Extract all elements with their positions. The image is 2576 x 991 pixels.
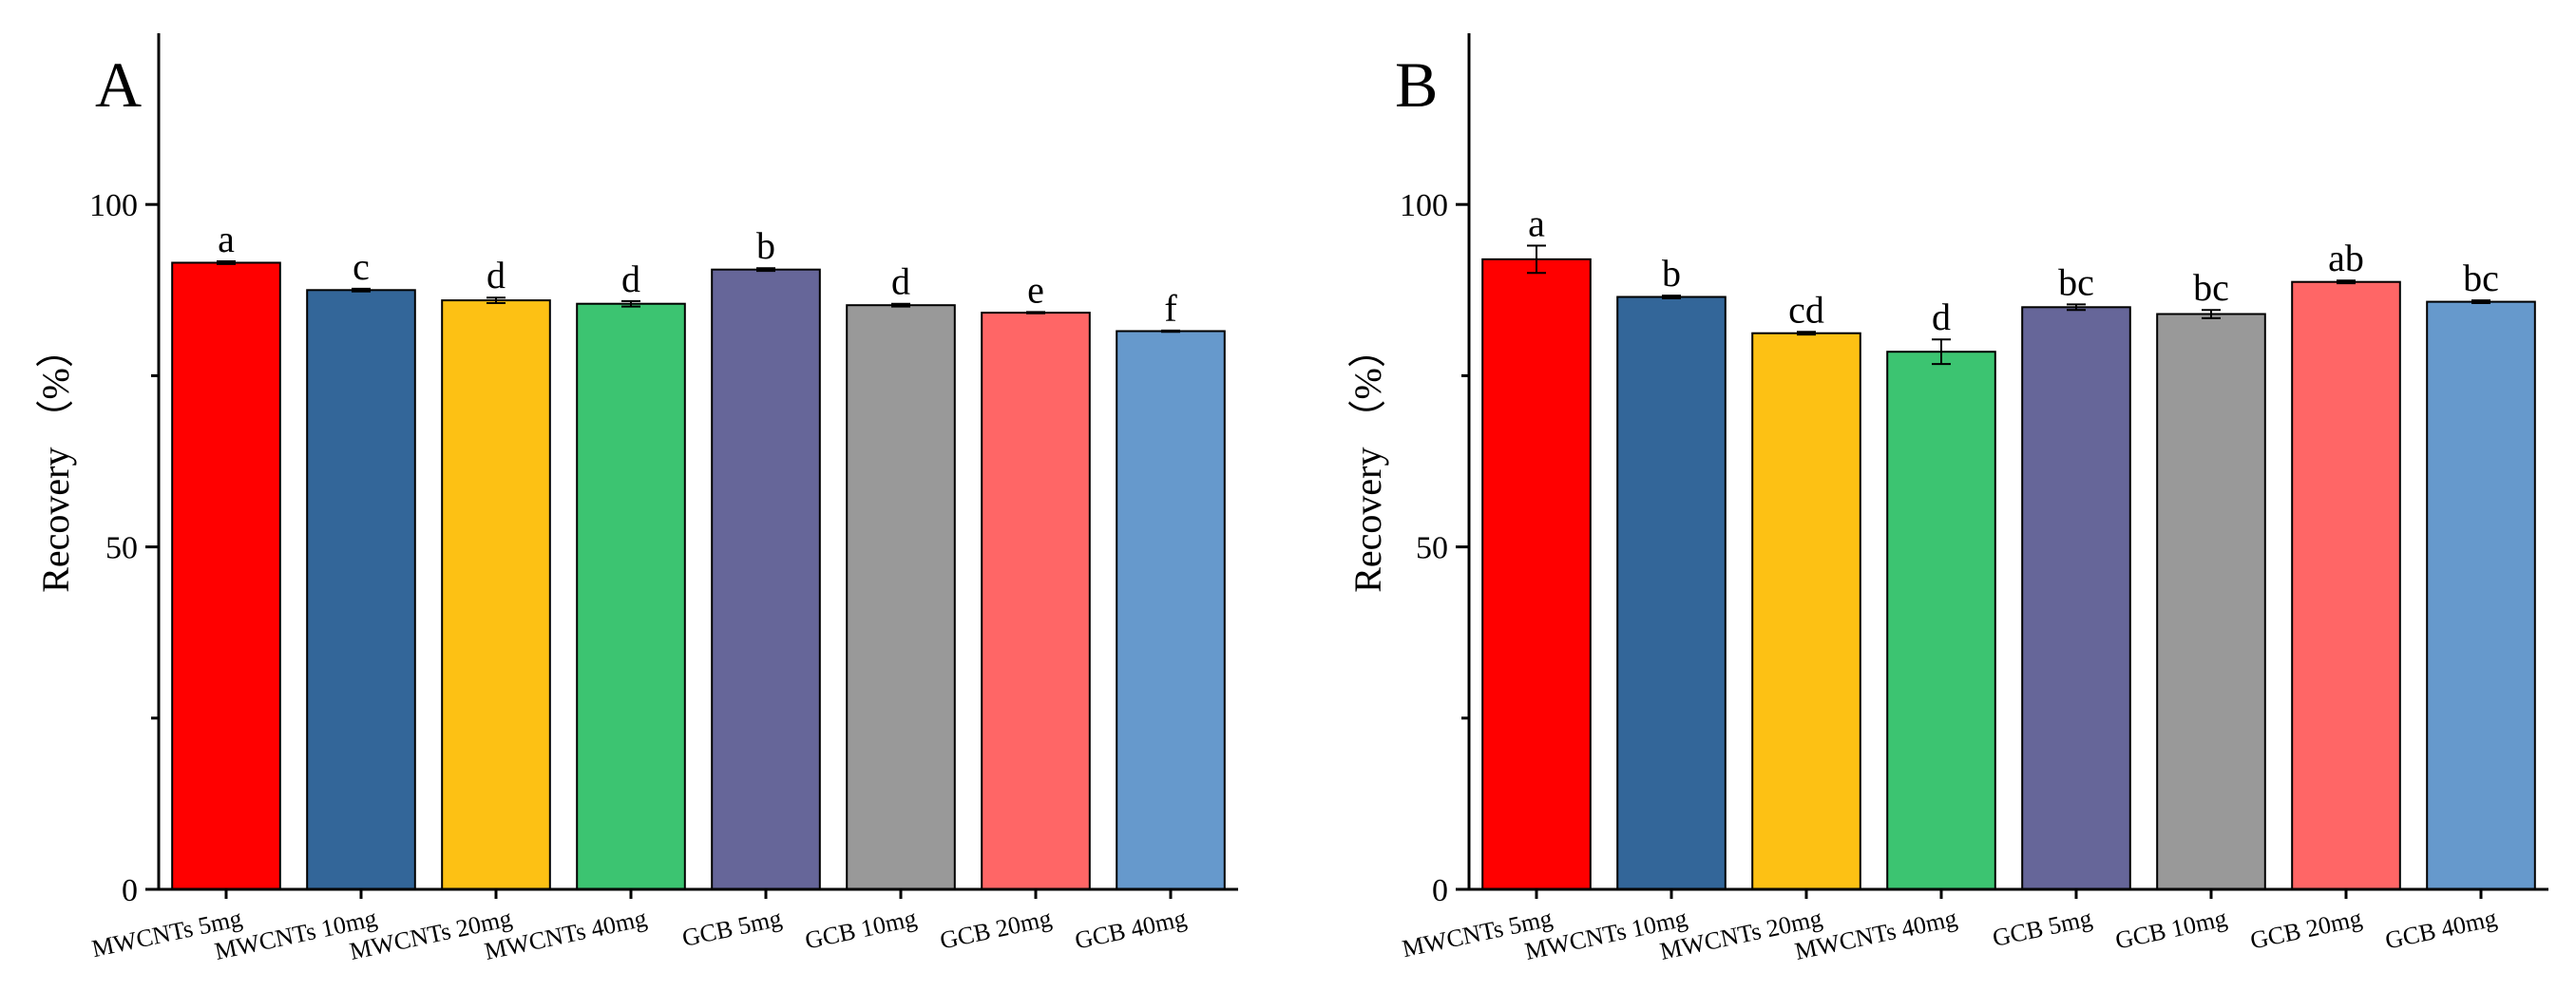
x-tick-label: GCB 10mg bbox=[2113, 905, 2230, 955]
y-tick-label: 0 bbox=[122, 873, 138, 908]
error-bar-4 bbox=[1932, 338, 1951, 366]
x-tick-label: GCB 40mg bbox=[1073, 905, 1190, 955]
bar-a-2 bbox=[306, 289, 416, 890]
error-bar-3 bbox=[1797, 331, 1816, 336]
bar-b-5 bbox=[2021, 306, 2131, 890]
bar-a-6 bbox=[846, 304, 956, 890]
error-bar-6 bbox=[891, 302, 910, 308]
error-bar-8 bbox=[1161, 329, 1180, 334]
significance-letter: d bbox=[1932, 295, 1951, 338]
error-bar-7 bbox=[2337, 279, 2356, 285]
significance-letter: e bbox=[1027, 268, 1044, 311]
significance-letter: a bbox=[218, 218, 235, 260]
y-tick-label: 100 bbox=[89, 188, 138, 223]
bar-b-6 bbox=[2156, 313, 2266, 890]
significance-letter: b bbox=[1662, 252, 1681, 295]
significance-letter: d bbox=[891, 260, 910, 303]
significance-letter: ab bbox=[2328, 237, 2364, 279]
bar-a-4 bbox=[576, 302, 686, 890]
significance-letter: cd bbox=[1788, 288, 1824, 331]
error-bar-2 bbox=[1662, 295, 1681, 299]
bar-a-5 bbox=[711, 268, 821, 890]
y-tick-label: 50 bbox=[105, 531, 138, 566]
significance-letter: c bbox=[353, 245, 370, 288]
error-bar-5 bbox=[2067, 303, 2086, 312]
error-bar-1 bbox=[1527, 244, 1546, 275]
error-bar-7 bbox=[1026, 311, 1045, 314]
y-axis-title: Recovery （%） bbox=[34, 330, 77, 593]
error-bar-3 bbox=[487, 296, 506, 304]
y-tick-label: 0 bbox=[1432, 873, 1448, 908]
bar-b-4 bbox=[1886, 351, 1996, 890]
significance-letter: f bbox=[1164, 287, 1177, 330]
x-tick-label: GCB 40mg bbox=[2383, 905, 2500, 955]
error-bar-1 bbox=[217, 260, 236, 265]
bar-b-7 bbox=[2291, 280, 2401, 890]
x-tick-label: GCB 5mg bbox=[1990, 905, 2094, 952]
x-tick-label: GCB 20mg bbox=[2248, 905, 2365, 955]
y-axis-title: Recovery （%） bbox=[1346, 330, 1389, 593]
bar-a-8 bbox=[1116, 330, 1226, 890]
error-bar-8 bbox=[2471, 299, 2490, 304]
x-tick-label: GCB 10mg bbox=[803, 905, 920, 955]
significance-letter: d bbox=[621, 257, 640, 300]
significance-letter: b bbox=[756, 224, 775, 267]
y-tick-label: 50 bbox=[1416, 531, 1448, 566]
error-bar-2 bbox=[352, 287, 371, 293]
error-bar-4 bbox=[621, 299, 640, 308]
significance-letter: bc bbox=[2463, 257, 2499, 299]
significance-letter: bc bbox=[2193, 266, 2229, 309]
error-bar-6 bbox=[2202, 309, 2221, 319]
y-tick-label: 100 bbox=[1400, 188, 1448, 223]
bar-b-8 bbox=[2426, 300, 2536, 891]
x-tick-label: GCB 20mg bbox=[938, 905, 1055, 955]
significance-letter: bc bbox=[2058, 260, 2094, 303]
x-tick-label: GCB 5mg bbox=[679, 905, 784, 952]
panel-label: B bbox=[1395, 48, 1438, 121]
error-bar-5 bbox=[756, 267, 775, 273]
bar-a-1 bbox=[171, 261, 281, 890]
significance-letter: a bbox=[1528, 201, 1545, 244]
bar-b-3 bbox=[1751, 332, 1861, 890]
significance-letter: d bbox=[487, 254, 506, 296]
panel-label: A bbox=[95, 48, 142, 121]
bar-a-3 bbox=[441, 299, 551, 891]
bar-a-7 bbox=[981, 312, 1091, 891]
bar-b-2 bbox=[1616, 295, 1727, 890]
bar-b-1 bbox=[1481, 257, 1592, 890]
